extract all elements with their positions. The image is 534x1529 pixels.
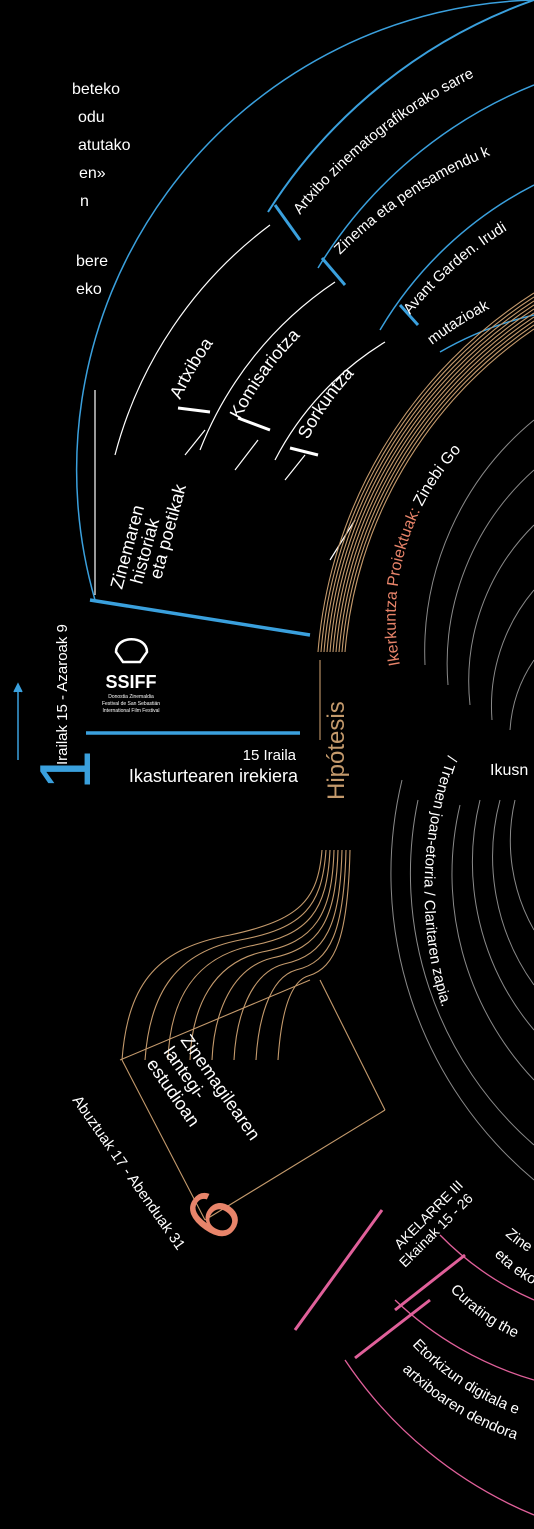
intro-line: odu	[78, 109, 105, 126]
area-label: Sorkuntza	[294, 362, 358, 442]
module-6-dates: Abuztuak 17 - Abenduak 31	[69, 1093, 189, 1254]
logo-subtitle-3: International Film Festival	[103, 708, 160, 714]
intro-line: beteko	[72, 81, 121, 98]
module-1-number: 1	[26, 750, 106, 790]
gold-band-ring	[119, 292, 534, 1221]
white-ring-lines	[94, 224, 386, 595]
area-label: Artxiboa	[166, 333, 218, 402]
opening-date: 15 Iraila	[243, 747, 297, 764]
area-label: Komisariotza	[226, 324, 304, 422]
intro-line: atutako	[78, 137, 131, 154]
intro-line: n	[80, 193, 89, 210]
research-label: Ikerkuntza Proiektuak:Zinebi Go	[383, 441, 465, 667]
gray-rings	[390, 419, 534, 1181]
section-title: Hipótesis	[323, 701, 350, 800]
center-label: Ikusn	[490, 762, 528, 779]
opening-title: Ikasturtearen irekiera	[129, 766, 299, 786]
intro-line: eko	[76, 281, 102, 298]
logo-subtitle-1: Donostia Zinemaldia	[108, 694, 154, 700]
ssiff-logo: SSIFF Donostia Zinemaldia Festival de Sa…	[102, 638, 160, 714]
arc-text: / Trenen joan-etorria / Claritaren zapia…	[420, 754, 460, 1009]
blue-course-ring	[75, 0, 534, 735]
course-label: Artxibo zinematografikorako sarre	[290, 65, 476, 218]
logo-name: SSIFF	[105, 672, 156, 692]
shell-icon	[114, 638, 149, 664]
course-label: Avant Garden. Irudi	[400, 219, 509, 318]
timeline-arrow	[13, 682, 23, 760]
intro-line: bere	[76, 253, 109, 270]
akelarre-course: Curating the	[447, 1281, 521, 1341]
logo-subtitle-2: Festival de San Sebastián	[102, 701, 160, 707]
intro-line: en»	[79, 165, 106, 182]
module-1-dates: Irailak 15 - Azaroak 9	[54, 624, 71, 765]
pink-ring	[293, 1209, 534, 1516]
